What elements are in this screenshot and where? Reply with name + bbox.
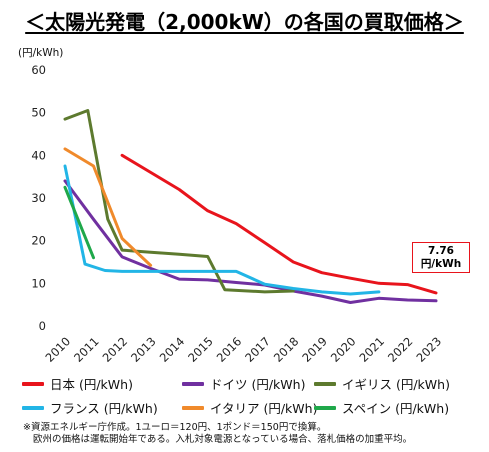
series-line-4 — [63, 147, 153, 267]
series-line-5 — [63, 185, 95, 260]
x-tick-label: 2022 — [385, 334, 416, 365]
x-tick-label: 2017 — [242, 334, 273, 365]
x-tick-label: 2011 — [71, 334, 102, 365]
legend-item-italy: イタリア (円/kWh) — [182, 398, 317, 417]
legend-label: 日本 (円/kWh) — [50, 377, 133, 392]
x-tick-label: 2013 — [128, 334, 159, 365]
legend-item-uk: イギリス (円/kWh) — [314, 374, 450, 393]
footnote-line-1: ※資源エネルギー庁作成。1ユーロ＝120円、1ポンド＝150円で換算。 — [23, 422, 327, 433]
x-tick-label: 2012 — [100, 334, 131, 365]
legend-label: イタリア (円/kWh) — [210, 401, 318, 416]
legend-swatch — [182, 405, 204, 410]
legend-item-spain: スペイン (円/kWh) — [314, 398, 449, 417]
legend-swatch — [314, 381, 336, 386]
callout-value: 7.76 — [428, 245, 454, 257]
callout-box: 7.76 円/kWh — [412, 242, 470, 273]
callout-unit: 円/kWh — [420, 258, 462, 270]
y-tick-label: 40 — [31, 148, 46, 162]
footnote: ※資源エネルギー庁作成。1ユーロ＝120円、1ポンド＝150円で換算。 欧州の価… — [23, 422, 412, 446]
x-tick-label: 2018 — [271, 334, 302, 365]
x-tick-label: 2015 — [185, 334, 216, 365]
legend-item-germany: ドイツ (円/kWh) — [182, 374, 305, 393]
y-tick-label: 10 — [31, 276, 46, 290]
legend-swatch — [22, 405, 44, 410]
x-tick-label: 2019 — [299, 334, 330, 365]
legend-item-france: フランス (円/kWh) — [22, 398, 158, 417]
legend-swatch — [182, 381, 204, 386]
series-line-2 — [63, 109, 295, 294]
x-tick-label: 2016 — [214, 334, 245, 365]
series-line-1 — [63, 179, 438, 304]
x-tick-label: 2021 — [356, 334, 387, 365]
y-tick-label: 30 — [31, 191, 46, 205]
series-line-0 — [120, 153, 438, 295]
x-tick-label: 2020 — [328, 334, 359, 365]
y-tick-label: 0 — [39, 319, 46, 333]
y-tick-label: 60 — [31, 63, 46, 77]
x-tick-label: 2010 — [43, 334, 74, 365]
legend-swatch — [314, 405, 336, 410]
series-line-3 — [63, 164, 381, 296]
chart-title: ＜太陽光発電（2,000kW）の各国の買取価格＞ — [25, 10, 464, 34]
legend-label: ドイツ (円/kWh) — [210, 377, 306, 392]
footnote-line-2: 欧州の価格は運転開始年である。入札対象電源となっている場合、落札価格の加重平均。 — [33, 434, 413, 445]
legend-label: フランス (円/kWh) — [50, 401, 158, 416]
y-axis-unit-label: (円/kWh) — [18, 47, 64, 59]
x-tick-label: 2014 — [157, 334, 188, 365]
legend-label: イギリス (円/kWh) — [342, 377, 450, 392]
y-tick-label: 50 — [31, 106, 46, 120]
legend-item-japan: 日本 (円/kWh) — [22, 374, 133, 393]
legend-label: スペイン (円/kWh) — [342, 401, 450, 416]
x-tick-label: 2023 — [414, 334, 445, 365]
legend-swatch — [22, 381, 44, 386]
y-tick-label: 20 — [31, 234, 46, 248]
